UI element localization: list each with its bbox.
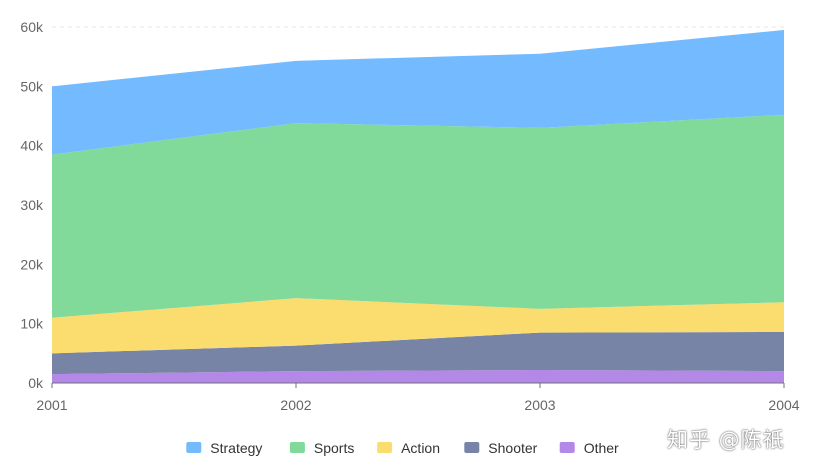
legend-swatch bbox=[464, 442, 480, 453]
x-tick-label: 2004 bbox=[768, 397, 799, 413]
legend-item-strategy[interactable]: Strategy bbox=[186, 440, 262, 456]
y-tick-label: 10k bbox=[20, 316, 44, 332]
legend-label: Other bbox=[584, 440, 619, 456]
legend-label: Strategy bbox=[210, 440, 262, 456]
x-tick-label: 2001 bbox=[36, 397, 67, 413]
y-tick-label: 60k bbox=[20, 19, 44, 35]
area-shooter[interactable] bbox=[52, 331, 784, 375]
x-tick-label: 2002 bbox=[280, 397, 311, 413]
area-other[interactable] bbox=[52, 369, 784, 383]
legend-label: Sports bbox=[314, 440, 354, 456]
area-action[interactable] bbox=[52, 298, 784, 354]
legend-swatch bbox=[377, 442, 393, 453]
x-axis: 2001 2002 2003 2004 bbox=[36, 382, 800, 413]
legend-swatch bbox=[186, 442, 202, 453]
area-strategy[interactable] bbox=[52, 29, 784, 155]
legend-item-other[interactable]: Other bbox=[559, 440, 619, 456]
y-tick-label: 20k bbox=[20, 256, 44, 272]
area-sports[interactable] bbox=[52, 114, 784, 318]
x-tick-label: 2003 bbox=[524, 397, 555, 413]
area-series bbox=[52, 29, 784, 383]
y-tick-label: 0k bbox=[28, 375, 44, 391]
y-axis: 0k 10k 20k 30k 40k 50k 60k bbox=[20, 19, 44, 391]
legend-item-shooter[interactable]: Shooter bbox=[464, 440, 538, 456]
legend-swatch bbox=[289, 442, 305, 453]
legend-label: Action bbox=[401, 440, 440, 456]
legend[interactable]: Strategy Sports Action Shooter Other bbox=[186, 440, 619, 456]
y-tick-label: 50k bbox=[20, 78, 44, 94]
y-tick-label: 40k bbox=[20, 138, 44, 154]
watermark-text: 知乎 @陈祇 bbox=[667, 428, 785, 452]
y-tick-label: 30k bbox=[20, 197, 44, 213]
legend-swatch bbox=[559, 442, 575, 453]
legend-label: Shooter bbox=[488, 440, 537, 456]
legend-item-sports[interactable]: Sports bbox=[289, 440, 354, 456]
legend-item-action[interactable]: Action bbox=[377, 440, 440, 456]
